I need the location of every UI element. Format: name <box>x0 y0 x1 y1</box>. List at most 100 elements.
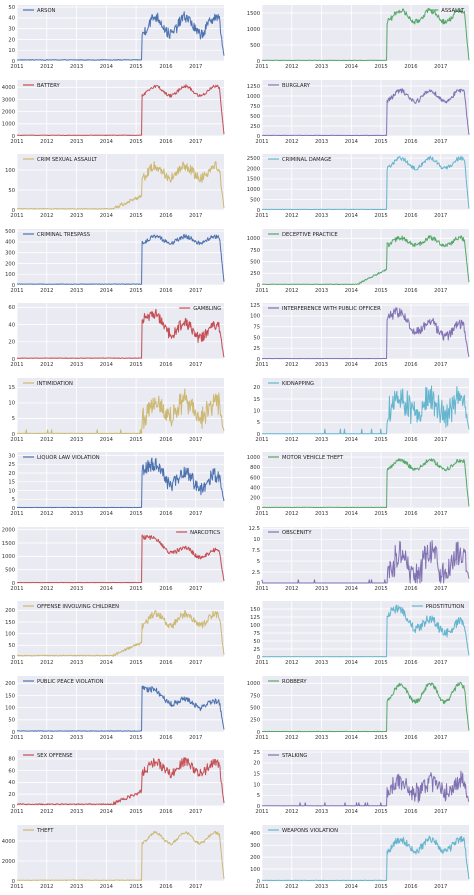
series-line-intimidation <box>16 387 225 434</box>
plot-area <box>17 79 224 136</box>
x-tick-label: 2016 <box>404 139 417 145</box>
legend-intimidation: INTIMIDATION <box>23 380 73 386</box>
x-tick-label: 2011 <box>10 362 23 368</box>
x-tick-label: 2013 <box>70 64 83 70</box>
chart-panel-crim-sexual-assault: 0 50 100 2011 2012 2013 2014 2015 2016 2017 CRIM S… <box>5 154 225 219</box>
chart-panel-narcotics: 0 500 1000 1500 2000 2011 2012 2013 2014 2015 2016… <box>2 526 225 592</box>
y-tick-label: 2000 <box>2 109 15 115</box>
y-tick-label: 0 <box>12 431 15 437</box>
y-tick-label: 300 <box>5 250 15 256</box>
y-tick-label: 300 <box>250 843 260 849</box>
x-tick-label: 2013 <box>70 437 83 443</box>
y-tick-label: 10 <box>253 537 260 543</box>
legend-liquor-law-violation: LIQUOR LAW VIOLATION <box>23 455 100 461</box>
y-tick-label: 75 <box>253 324 260 330</box>
y-tick-label: 400 <box>250 485 260 491</box>
x-tick-label: 2013 <box>315 511 328 517</box>
x-tick-label: 2011 <box>255 213 268 219</box>
legend-deceptive-practice: DECEPTIVE PRACTICE <box>268 231 338 237</box>
x-tick-label: 2016 <box>404 511 417 517</box>
y-tick-label: 10 <box>8 48 15 54</box>
y-tick-label: 1000 <box>247 27 260 33</box>
x-tick-label: 2014 <box>345 884 359 890</box>
x-tick-label: 2014 <box>345 362 359 368</box>
x-tick-label: 2012 <box>285 809 298 815</box>
y-tick-label: 200 <box>250 496 260 502</box>
x-tick-label: 2014 <box>345 139 359 145</box>
x-tick-label: 2014 <box>100 735 114 741</box>
legend-label: BATTERY <box>37 82 60 88</box>
plot-area <box>262 824 469 881</box>
x-tick-label: 2016 <box>159 884 172 890</box>
series-line-criminal-trespass <box>16 233 225 285</box>
chart-panel-public-peace-violation: 0 50 100 150 200 2011 2012 2013 2014 2015 2016 2017… <box>5 675 225 741</box>
chart-panel-assault: 0 500 1000 1500 2011 2012 2013 2014 2015 2016 2017… <box>247 5 470 70</box>
y-tick-label: 1000 <box>247 455 260 461</box>
x-tick-label: 2012 <box>285 437 298 443</box>
x-tick-label: 2015 <box>130 64 143 70</box>
x-tick-label: 2017 <box>189 362 202 368</box>
y-tick-label: 20 <box>8 792 15 798</box>
y-tick-label: 0 <box>257 357 260 363</box>
chart-panel-intimidation: 0 5 10 15 2011 2012 2013 2014 2015 2016 2017 INTIMI… <box>8 377 225 443</box>
x-tick-label: 2015 <box>130 660 143 666</box>
x-tick-label: 2012 <box>285 362 298 368</box>
x-tick-label: 2011 <box>255 139 268 145</box>
x-tick-label: 2011 <box>255 809 268 815</box>
y-tick-label: 500 <box>250 705 260 711</box>
y-tick-label: 15 <box>253 396 260 402</box>
x-tick-label: 2014 <box>100 64 114 70</box>
y-tick-label: 125 <box>250 615 260 621</box>
x-tick-label: 2012 <box>285 288 298 294</box>
x-tick-label: 2017 <box>434 213 447 219</box>
x-tick-label: 2016 <box>159 437 172 443</box>
series-line-prostitution <box>261 604 470 658</box>
x-tick-label: 2014 <box>345 735 359 741</box>
y-tick-label: 600 <box>250 475 260 481</box>
plot-area <box>262 675 469 732</box>
y-tick-label: 80 <box>8 757 15 763</box>
x-tick-label: 2012 <box>40 735 53 741</box>
x-tick-label: 2012 <box>285 139 298 145</box>
y-tick-label: 20 <box>8 37 15 43</box>
x-tick-label: 2016 <box>404 586 417 592</box>
y-tick-label: 500 <box>250 197 260 203</box>
y-tick-label: 1500 <box>2 540 15 546</box>
y-tick-label: 125 <box>250 303 260 309</box>
x-tick-label: 2017 <box>434 511 447 517</box>
x-tick-label: 2013 <box>315 884 328 890</box>
x-tick-label: 2012 <box>40 809 53 815</box>
y-tick-label: 250 <box>250 271 260 277</box>
y-tick-label: 10 <box>8 488 15 494</box>
series-line-battery <box>16 83 225 136</box>
legend-criminal-trespass: CRIMINAL TRESPASS <box>23 231 90 237</box>
y-tick-label: 2000 <box>2 858 15 864</box>
y-tick-label: 400 <box>250 831 260 837</box>
y-tick-label: 100 <box>250 866 260 872</box>
x-tick-label: 2013 <box>70 362 83 368</box>
x-tick-label: 2017 <box>434 288 447 294</box>
y-tick-label: 0 <box>12 506 15 512</box>
x-tick-label: 2015 <box>130 884 143 890</box>
y-tick-label: 500 <box>5 567 15 573</box>
series-line-weapons-violation <box>261 834 470 881</box>
plot-area <box>17 526 224 583</box>
x-tick-label: 2011 <box>10 735 23 741</box>
x-tick-label: 2017 <box>434 586 447 592</box>
y-tick-label: 2500 <box>247 156 260 162</box>
x-tick-label: 2016 <box>159 288 172 294</box>
x-tick-label: 2014 <box>345 64 359 70</box>
legend-label: GAMBLING <box>193 306 221 312</box>
series-line-burglary <box>261 87 470 136</box>
y-tick-label: 25 <box>8 462 15 468</box>
legend-label: OFFENSE INVOLVING CHILDREN <box>37 604 119 610</box>
plot-area <box>262 154 469 210</box>
x-tick-label: 2016 <box>404 809 417 815</box>
y-tick-label: 1000 <box>247 93 260 99</box>
y-tick-label: 25 <box>253 750 260 756</box>
y-tick-label: 0 <box>257 431 260 437</box>
legend-label: NARCOTICS <box>190 529 220 535</box>
x-tick-label: 2015 <box>375 64 388 70</box>
x-tick-label: 2017 <box>434 735 447 741</box>
x-tick-label: 2013 <box>70 735 83 741</box>
